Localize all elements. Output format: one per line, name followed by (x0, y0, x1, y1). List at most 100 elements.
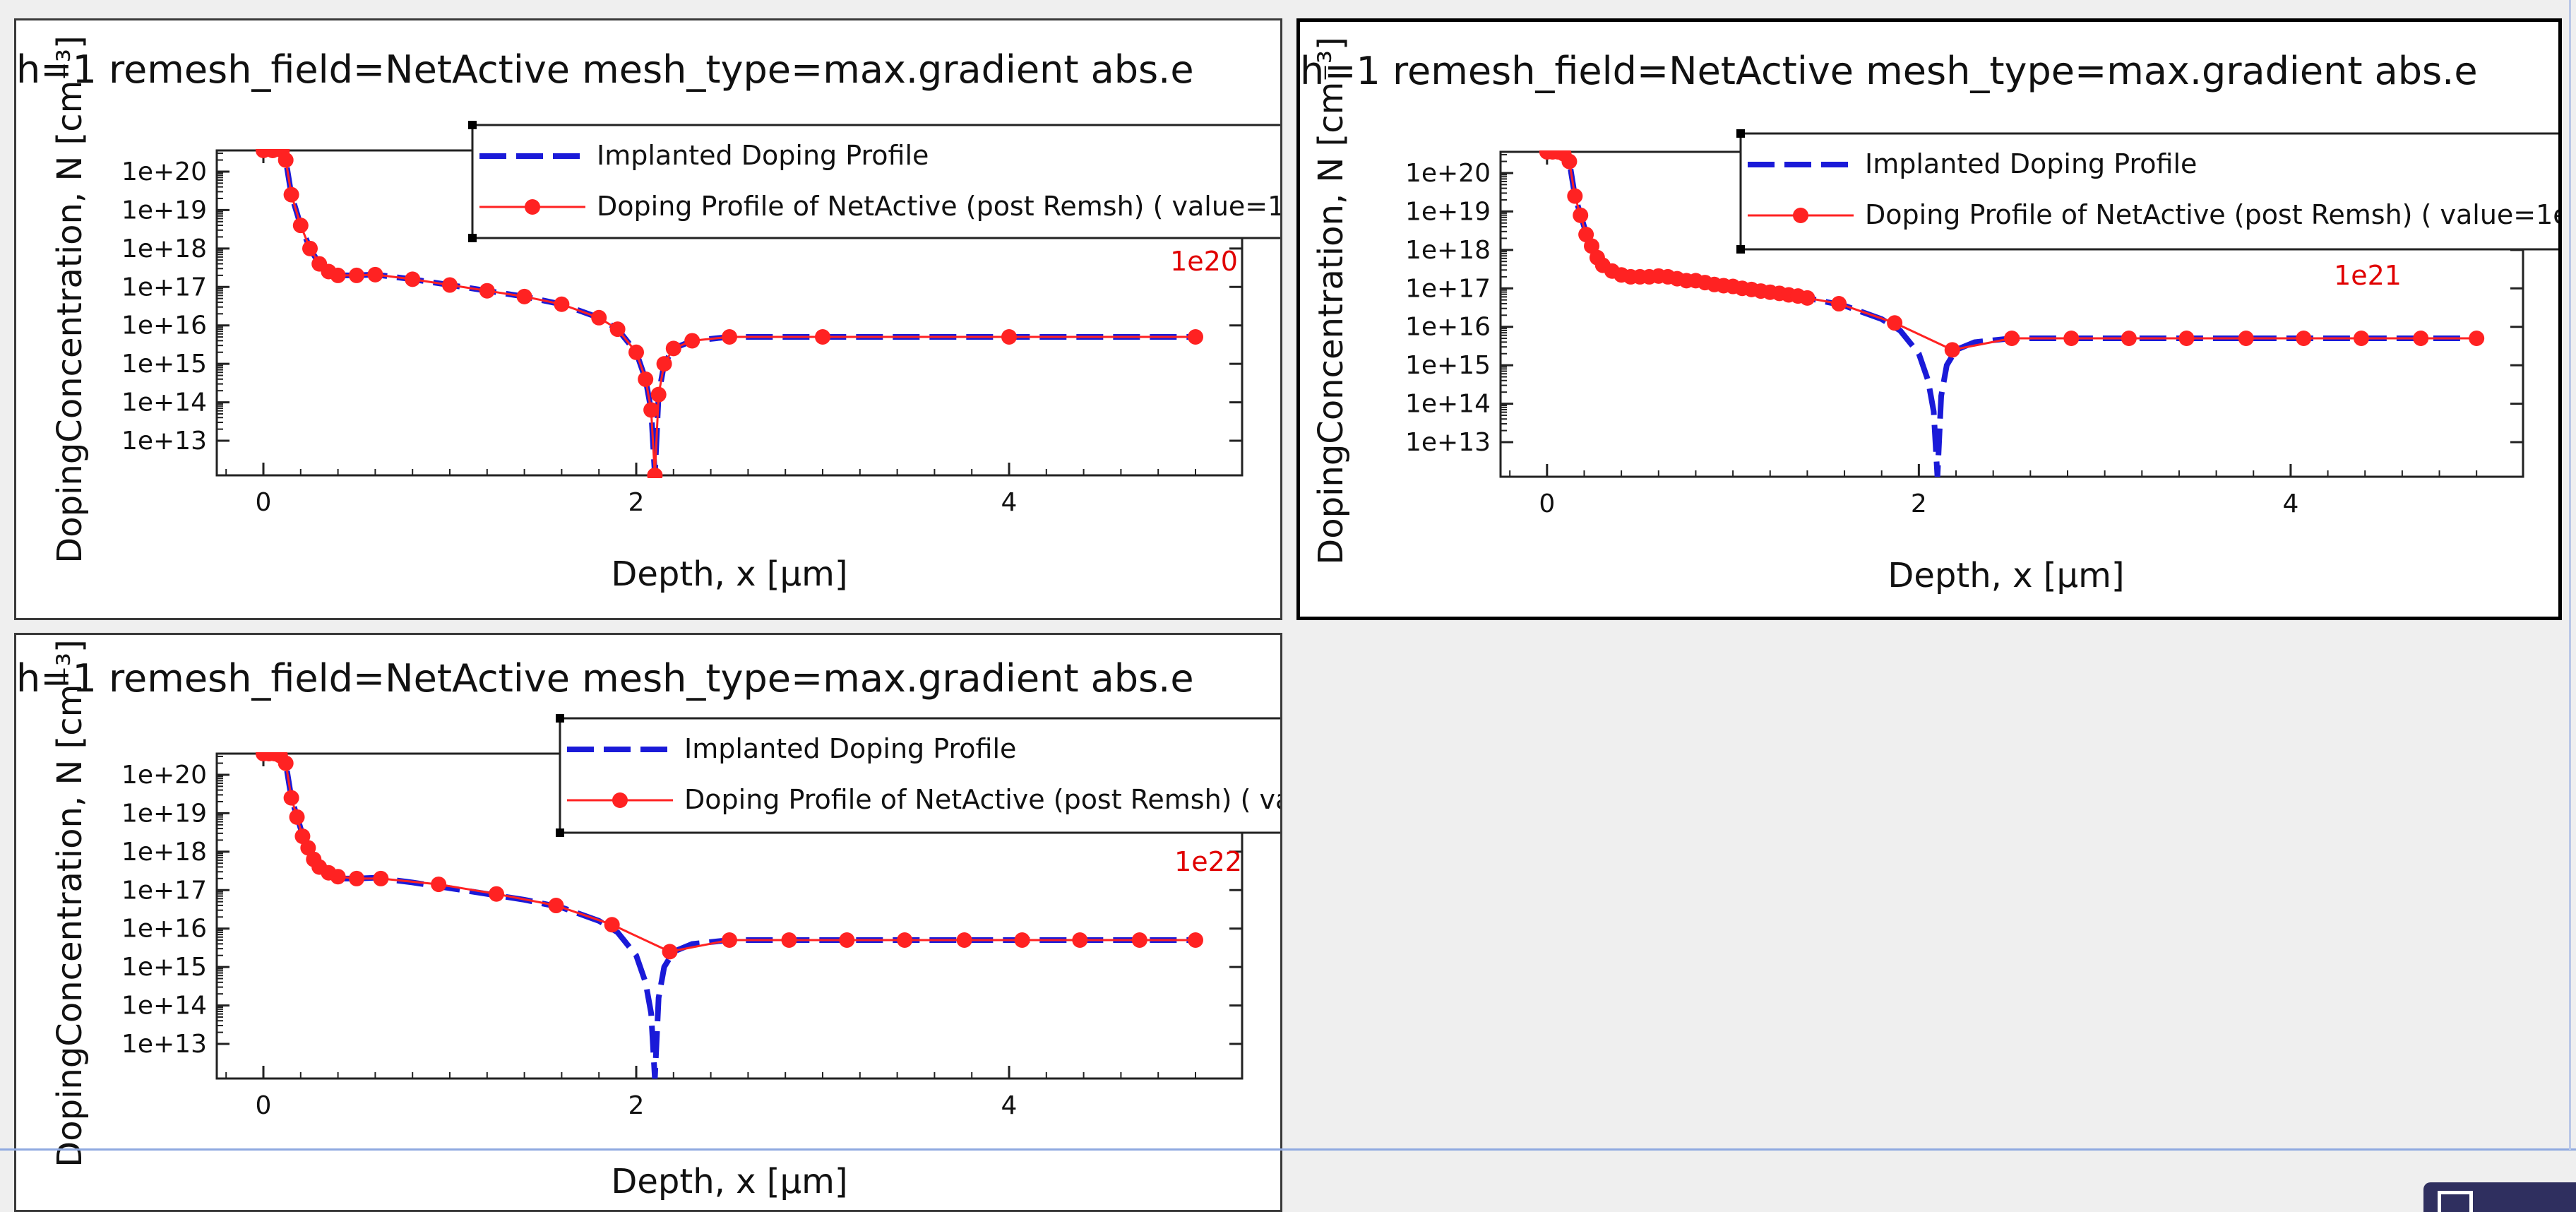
legend: Implanted Doping Profile Doping Profile o… (1736, 129, 2558, 254)
y-tick-label: 1e+14 (1405, 390, 1491, 419)
data-point (781, 932, 797, 949)
data-point (956, 932, 972, 949)
value-annotation: 1e20 (1170, 246, 1238, 277)
data-point (1072, 932, 1088, 949)
y-tick-label: 1e+17 (121, 876, 207, 905)
y-tick-label: 1e+15 (121, 350, 207, 379)
data-point (665, 340, 681, 357)
legend-handle (468, 234, 477, 242)
data-point (1188, 329, 1203, 345)
x-tick-label: 2 (1911, 489, 1927, 518)
y-tick-label: 1e+19 (121, 799, 207, 828)
data-point (283, 790, 299, 806)
y-tick-label: 1e+13 (121, 1030, 207, 1059)
data-point (2004, 331, 2020, 347)
data-point (609, 321, 626, 338)
data-point (349, 870, 364, 886)
legend-box (1739, 132, 2558, 251)
data-point (302, 240, 318, 256)
y-tick-label: 1e+20 (1405, 159, 1491, 188)
y-tick-label: 1e+14 (121, 992, 207, 1021)
data-point (650, 386, 667, 403)
data-point (656, 356, 672, 372)
data-point (1944, 342, 1960, 358)
data-point (722, 329, 737, 345)
data-point (1001, 329, 1017, 345)
y-tick-label: 1e+20 (121, 158, 207, 186)
y-tick-label: 1e+17 (121, 273, 207, 302)
data-point (489, 886, 504, 902)
data-point (2238, 331, 2254, 347)
data-point (1188, 932, 1203, 949)
data-point (479, 283, 495, 299)
chart-title: h=1 remesh_field=NetActive mesh_type=max… (16, 47, 1194, 92)
legend-marker-postremesh (612, 792, 628, 808)
data-point (638, 371, 654, 387)
data-point (554, 296, 570, 312)
data-point (330, 267, 346, 283)
data-point (349, 267, 364, 283)
data-point (2469, 331, 2485, 347)
data-point (815, 329, 830, 345)
plot-area (1539, 150, 2485, 477)
data-point (2121, 331, 2137, 347)
y-tick-label: 1e+18 (121, 838, 207, 867)
y-tick-label: 1e+19 (121, 196, 207, 225)
x-tick-label: 0 (256, 488, 272, 517)
x-tick-label: 4 (1001, 1091, 1018, 1120)
data-point (516, 288, 532, 304)
data-point (283, 186, 299, 203)
data-point (604, 917, 620, 933)
data-point (2413, 331, 2429, 347)
window-widget-icon[interactable] (2423, 1182, 2576, 1212)
data-point (442, 277, 458, 293)
chart-svg: h=1 remesh_field=NetActive mesh_type=max… (16, 35, 1280, 594)
chart-panel-1e22[interactable]: h=1 remesh_field=NetActive mesh_type=max… (14, 633, 1282, 1212)
y-tick-label: 1e+13 (121, 427, 207, 456)
y-tick-label: 1e+16 (121, 311, 207, 340)
x-tick-label: 4 (1001, 488, 1018, 517)
data-point (300, 840, 316, 856)
data-point (1584, 238, 1600, 254)
data-point (2353, 331, 2369, 347)
plot-area (256, 149, 1203, 478)
legend-marker-postremesh (525, 199, 540, 215)
legend-label-implanted: Implanted Doping Profile (597, 140, 929, 171)
data-point (684, 333, 700, 349)
data-point (1561, 153, 1578, 170)
data-point (591, 309, 607, 326)
data-point (1887, 315, 1903, 331)
y-tick-label: 1e+18 (1405, 236, 1491, 265)
data-point (897, 932, 913, 949)
data-point (1131, 932, 1147, 949)
y-tick-label: 1e+19 (1405, 197, 1491, 226)
data-point (2296, 331, 2312, 347)
data-point (1014, 932, 1030, 949)
x-tick-label: 0 (256, 1091, 272, 1120)
data-point (839, 932, 855, 949)
x-tick-label: 0 (1539, 489, 1555, 518)
chart-panel-1e21[interactable]: h=1 remesh_field=NetActive mesh_type=max… (1296, 18, 2562, 620)
legend: Implanted Doping Profile Doping Profile o… (556, 714, 1280, 837)
y-tick-label: 1e+14 (121, 388, 207, 417)
data-point (330, 869, 346, 885)
selection-guide-vertical (2569, 0, 2571, 1150)
chart-title: h=1 remesh_field=NetActive mesh_type=max… (1300, 49, 2478, 93)
data-point (278, 755, 294, 771)
legend-handle (468, 121, 477, 129)
legend-handle (556, 828, 564, 837)
data-point (1573, 207, 1589, 223)
data-point (373, 870, 389, 886)
x-axis-label: Depth, x [µm] (1888, 556, 2124, 595)
legend-label-implanted: Implanted Doping Profile (1865, 148, 2197, 179)
data-point (1799, 290, 1815, 306)
data-point (662, 944, 678, 960)
y-tick-label: 1e+17 (1405, 274, 1491, 303)
x-axis-label: Depth, x [µm] (611, 554, 847, 594)
data-point (1831, 296, 1847, 312)
legend-box (559, 717, 1280, 834)
value-annotation: 1e21 (2334, 260, 2402, 291)
chart-panel-1e20[interactable]: h=1 remesh_field=NetActive mesh_type=max… (14, 18, 1282, 620)
data-point (289, 809, 305, 825)
selection-guide-horizontal (0, 1148, 2576, 1151)
